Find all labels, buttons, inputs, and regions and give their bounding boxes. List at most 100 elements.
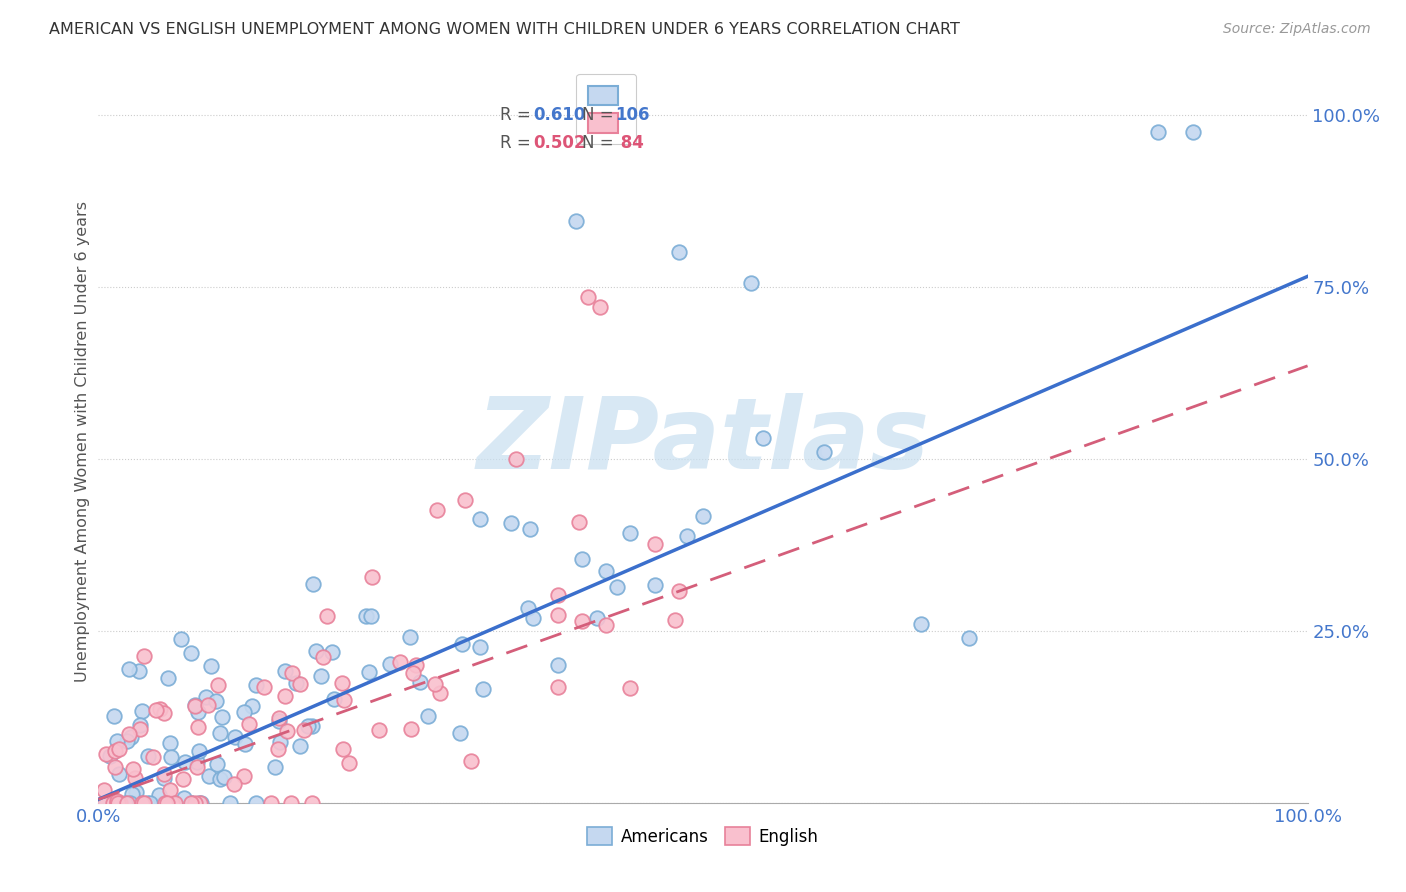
Text: R =: R = [501, 105, 536, 124]
Americans [378, 657, 401, 672]
Americans [957, 631, 980, 645]
English [115, 796, 138, 810]
English [238, 717, 260, 731]
Americans [120, 796, 142, 810]
Americans [522, 611, 544, 625]
Americans [547, 657, 569, 672]
Americans [180, 646, 202, 660]
Americans [153, 796, 176, 810]
English [505, 451, 527, 466]
Americans [125, 796, 148, 810]
English [160, 796, 183, 810]
Americans [1181, 125, 1204, 139]
Americans [301, 719, 323, 733]
English [183, 699, 205, 714]
Americans [302, 576, 325, 591]
English [260, 796, 283, 810]
Americans [516, 600, 538, 615]
English [153, 706, 176, 721]
English [267, 711, 290, 725]
Americans [200, 659, 222, 673]
English [118, 727, 141, 741]
English [401, 665, 423, 680]
English [333, 693, 356, 707]
Americans [274, 665, 297, 679]
Americans [675, 529, 697, 543]
Text: R =: R = [501, 135, 536, 153]
English [232, 769, 254, 783]
Americans [644, 578, 666, 592]
Americans [163, 796, 186, 810]
Americans [218, 796, 240, 810]
English [337, 756, 360, 770]
Americans [309, 668, 332, 682]
English [460, 754, 482, 768]
Americans [519, 522, 541, 536]
Americans [205, 757, 228, 772]
Americans [240, 698, 263, 713]
Americans [398, 630, 420, 644]
English [124, 771, 146, 785]
Americans [288, 739, 311, 754]
Americans [135, 796, 157, 810]
English [276, 724, 298, 739]
Americans [103, 708, 125, 723]
Legend: Americans, English: Americans, English [581, 821, 825, 852]
Americans [323, 691, 346, 706]
English [93, 783, 115, 797]
English [103, 796, 125, 810]
English [368, 723, 391, 738]
Americans [418, 709, 440, 723]
English [93, 796, 115, 810]
English [153, 796, 176, 810]
Americans [153, 796, 176, 810]
Americans [752, 431, 775, 445]
English [281, 665, 304, 680]
English [153, 767, 176, 781]
Americans [245, 678, 267, 692]
Americans [180, 796, 202, 810]
English [316, 609, 339, 624]
English [108, 796, 131, 810]
Americans [160, 750, 183, 764]
Americans [198, 769, 221, 783]
English [571, 614, 593, 628]
Americans [1146, 125, 1168, 139]
Americans [224, 730, 246, 744]
Americans [305, 644, 328, 658]
Americans [148, 788, 170, 802]
Y-axis label: Unemployment Among Women with Children Under 6 years: Unemployment Among Women with Children U… [75, 201, 90, 682]
English [186, 760, 208, 774]
Americans [910, 616, 932, 631]
Americans [94, 796, 117, 810]
English [134, 796, 156, 810]
Americans [354, 609, 377, 624]
English [361, 570, 384, 584]
English [330, 676, 353, 690]
Text: N =: N = [582, 135, 619, 153]
English [108, 742, 131, 756]
Text: ZIPatlas: ZIPatlas [477, 393, 929, 490]
English [429, 686, 451, 700]
English [280, 796, 302, 810]
Americans [284, 676, 307, 690]
Americans [211, 710, 233, 724]
English [426, 503, 449, 517]
Americans [245, 796, 267, 810]
Americans [586, 610, 609, 624]
Americans [131, 704, 153, 718]
Americans [232, 705, 254, 719]
Americans [813, 445, 835, 459]
Americans [571, 552, 593, 566]
Americans [209, 772, 232, 787]
Americans [205, 694, 228, 708]
Americans [212, 770, 235, 784]
Americans [606, 580, 628, 594]
English [180, 796, 202, 810]
English [184, 796, 207, 810]
Americans [209, 725, 232, 739]
English [644, 537, 666, 551]
English [96, 747, 118, 761]
Text: 0.610: 0.610 [534, 105, 586, 124]
English [589, 301, 612, 315]
